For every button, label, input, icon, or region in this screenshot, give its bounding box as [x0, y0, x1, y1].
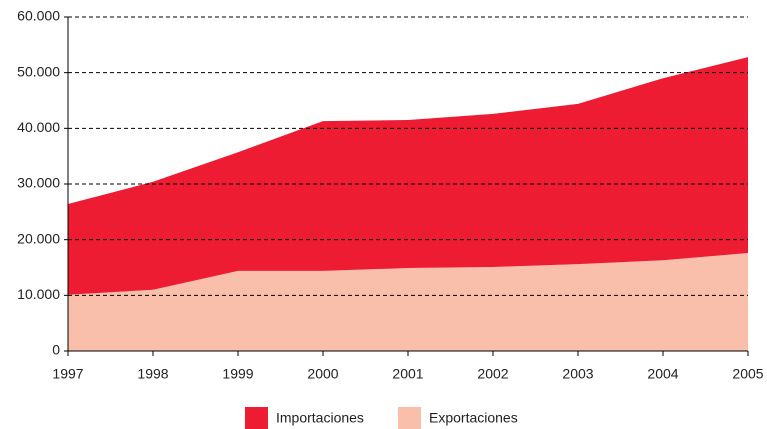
legend-label: Importaciones	[276, 410, 364, 426]
y-tick-label: 50.000	[17, 63, 60, 79]
x-tick-label: 2002	[477, 366, 508, 382]
area	[68, 57, 748, 295]
area	[68, 253, 748, 351]
legend-swatch	[245, 407, 268, 429]
y-tick-label: 0	[52, 342, 60, 358]
x-tick-label: 1998	[137, 366, 168, 382]
x-tick-label: 2000	[307, 366, 338, 382]
legend-swatch	[398, 407, 421, 429]
legend-label: Exportaciones	[429, 410, 518, 426]
x-tick-label: 2004	[647, 366, 678, 382]
y-tick-label: 20.000	[17, 230, 60, 246]
y-tick-label: 30.000	[17, 175, 60, 191]
y-tick-label: 60.000	[17, 8, 60, 24]
x-tick-label: 2005	[732, 366, 763, 382]
x-tick-label: 1999	[222, 366, 253, 382]
y-tick-label: 40.000	[17, 119, 60, 135]
x-tick-label: 2001	[392, 366, 423, 382]
x-tick-label: 2003	[562, 366, 593, 382]
y-tick-label: 10.000	[17, 286, 60, 302]
x-tick-label: 1997	[52, 366, 83, 382]
